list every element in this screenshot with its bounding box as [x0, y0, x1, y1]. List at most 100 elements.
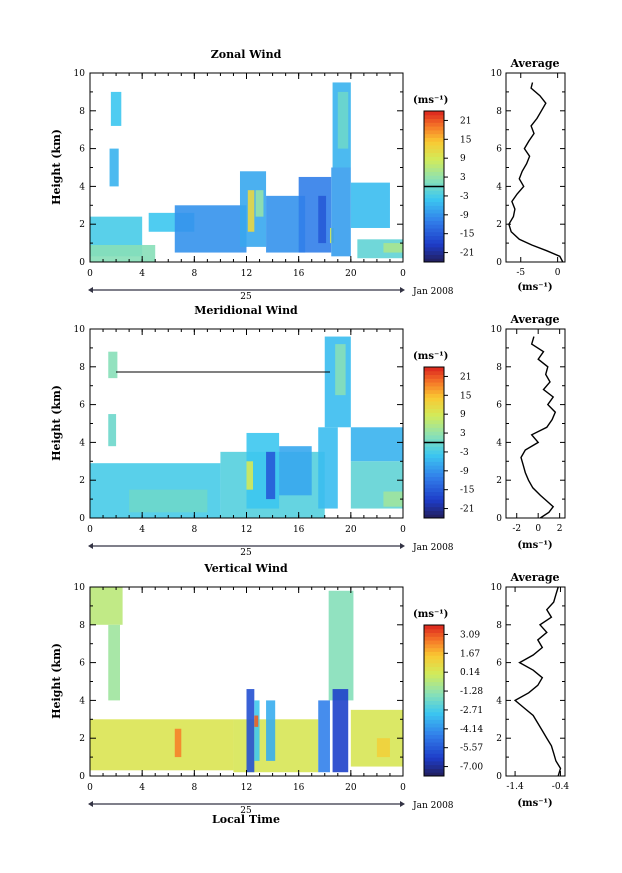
colorbar-tick-label: 9: [460, 154, 466, 164]
avg-x-tick-label: -0.4: [552, 782, 570, 792]
colorbar-segment: [424, 408, 444, 413]
colorbar-segment: [424, 404, 444, 410]
x-tick-label: 12: [241, 525, 252, 535]
x-tick-label: 16: [293, 525, 305, 535]
colorbar-tick-label: 21: [460, 116, 471, 126]
heatmap-cell: [383, 243, 403, 253]
colorbar-segment: [424, 643, 444, 649]
heatmap-cell: [350, 427, 403, 462]
colorbar-segment: [424, 757, 444, 762]
colorbar-segment: [424, 472, 444, 477]
colorbar-segment: [424, 450, 444, 455]
colorbar-segment: [424, 389, 444, 394]
x-tick-label: 4: [139, 525, 145, 535]
colorbar-segment: [424, 468, 444, 474]
colorbar-segment: [424, 382, 444, 387]
vertical-wind-title: Vertical Wind: [203, 562, 288, 575]
colorbar-segment: [424, 122, 444, 127]
colorbar-segment: [424, 114, 444, 120]
zonal-average-frame: [505, 72, 566, 263]
colorbar-segment: [424, 209, 444, 214]
local-time-xlabel: Local Time: [212, 813, 280, 826]
heatmap-cell: [90, 244, 156, 262]
x-tick-label: 0: [87, 269, 93, 279]
colorbar-segment: [424, 625, 444, 630]
avg-y-tick-label: 8: [496, 363, 502, 373]
average-profile-line: [520, 336, 557, 518]
colorbar-segment: [424, 745, 444, 751]
zonal-average-title: Average: [509, 57, 559, 70]
colorbar-segment: [424, 250, 444, 255]
colorbar-segment: [424, 182, 444, 187]
heatmap-cell: [174, 205, 247, 253]
colorbar-segment: [424, 730, 444, 735]
colorbar-segment: [424, 224, 444, 229]
colorbar-segment: [424, 133, 444, 138]
avg-y-tick-label: 10: [491, 583, 503, 593]
y-tick-label: 4: [79, 438, 85, 448]
zonal-wind-title: Zonal Wind: [211, 48, 282, 61]
y-tick-label: 6: [79, 659, 85, 669]
vertical-wind-heatmap: [90, 587, 403, 773]
colorbar-tick-label: 1.67: [460, 649, 480, 659]
colorbar-segment: [424, 205, 444, 210]
y-tick-label: 0: [79, 514, 85, 524]
colorbar-tick-label: -7.00: [460, 763, 483, 773]
colorbar-segment: [424, 148, 444, 154]
zonal-wind-colorbar: 21 15 9 3 -3 -9 -15 -21: [423, 110, 475, 263]
heatmap-cell: [246, 689, 255, 773]
colorbar-tick-label: -2.71: [460, 706, 483, 716]
y-tick-label: 10: [74, 583, 86, 593]
heatmap-cell: [247, 190, 255, 232]
colorbar-segment: [424, 427, 444, 432]
heatmap-cell: [318, 700, 330, 773]
colorbar-segment: [424, 412, 444, 417]
heatmap-cell: [332, 689, 349, 773]
colorbar-segment: [424, 677, 444, 683]
y-tick-label: 8: [79, 107, 85, 117]
colorbar-segment: [424, 696, 444, 701]
meridional-wind-colorbar: 21 15 9 3 -3 -9 -15 -21: [423, 366, 475, 519]
zonal-average-panel: Average 0 2 4 6 8 10 -5 0 (ms⁻¹): [491, 57, 566, 293]
heatmap-cell: [108, 351, 118, 379]
colorbar-tick-label: 21: [460, 372, 471, 382]
vertical-wind-day-label: 25: [240, 806, 252, 816]
heatmap-cell: [337, 91, 349, 149]
colorbar-segment: [424, 700, 444, 705]
meridional-wind-date-label: Jan 2008: [412, 543, 454, 553]
meridional-wind-day-label: 25: [240, 548, 252, 558]
colorbar-segment: [424, 514, 444, 519]
x-tick-label: 20: [345, 269, 357, 279]
heatmap-cell: [350, 709, 403, 767]
zonal-wind-colorbar-unit: (ms⁻¹): [413, 95, 448, 106]
colorbar-segment: [424, 194, 444, 199]
colorbar-segment: [424, 167, 444, 172]
colorbar-tick-label: 15: [460, 391, 472, 401]
y-tick-label: 2: [79, 734, 85, 744]
avg-y-tick-label: 6: [496, 659, 502, 669]
colorbar-segment: [424, 632, 444, 637]
meridional-wind-title: Meridional Wind: [194, 304, 298, 317]
meridional-average-xlabel: (ms⁻¹): [517, 540, 552, 551]
heatmap-cell: [266, 451, 276, 500]
colorbar-segment: [424, 246, 444, 252]
colorbar-tick-label: -5.57: [460, 744, 483, 754]
avg-y-tick-label: 6: [496, 145, 502, 155]
colorbar-segment: [424, 647, 444, 652]
colorbar-segment: [424, 480, 444, 485]
colorbar-segment: [424, 156, 444, 161]
avg-y-tick-label: 10: [491, 325, 503, 335]
meridional-average-panel: Average 0 2 4 6 8 10 -2 0 2 (ms⁻¹): [491, 313, 566, 551]
colorbar-segment: [424, 772, 444, 777]
x-tick-label: 8: [191, 525, 197, 535]
avg-y-tick-label: 0: [496, 514, 502, 524]
zonal-wind-day-label: 25: [240, 292, 252, 302]
colorbar-tick-label: 15: [460, 135, 472, 145]
heatmap-cell: [110, 91, 122, 126]
x-tick-label: 0: [87, 525, 93, 535]
colorbar-tick-label: -1.28: [460, 687, 483, 697]
avg-y-tick-label: 10: [491, 69, 503, 79]
x-tick-label: 16: [293, 783, 305, 793]
